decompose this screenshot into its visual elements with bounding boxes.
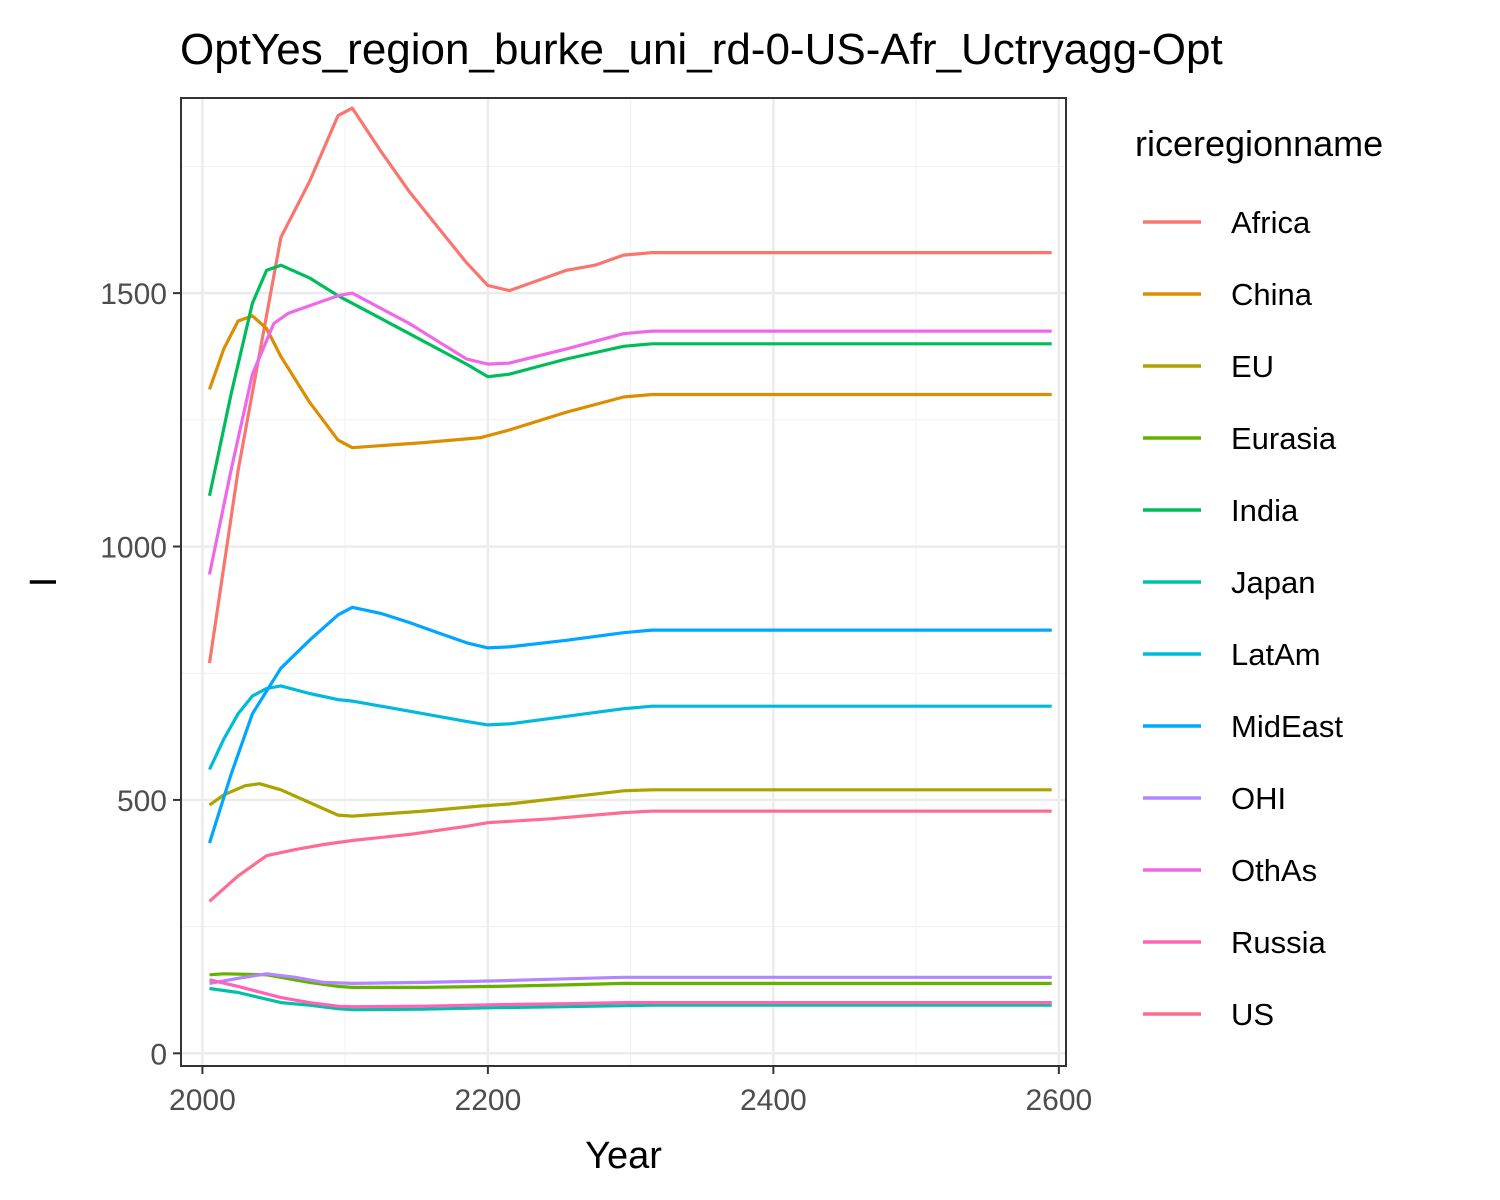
plot-border (180, 97, 1067, 1067)
y-tick-label: 1000 (100, 532, 167, 565)
y-tick-label: 0 (150, 1038, 167, 1071)
legend-label-latam: LatAm (1231, 637, 1321, 672)
legend-label-russia: Russia (1231, 925, 1327, 960)
plot-panel (181, 98, 1066, 1066)
legend-label-china: China (1231, 277, 1313, 312)
x-tick-label: 2400 (740, 1084, 807, 1117)
axes: 2000 2200 2400 2600 0 500 1000 1500 (100, 278, 1092, 1117)
chart-title: OptYes_region_burke_uni_rd-0-US-Afr_Uctr… (180, 25, 1223, 74)
legend-label-japan: Japan (1231, 565, 1315, 600)
gridlines (181, 98, 1066, 1066)
y-tick-label: 500 (117, 785, 167, 818)
legend-label-us: US (1231, 997, 1274, 1032)
x-tick-label: 2000 (169, 1084, 236, 1117)
series-line-othas (207, 291, 1052, 575)
series-line-eu (208, 782, 1052, 818)
legend-title: riceregionname (1135, 123, 1383, 164)
x-axis-title: Year (585, 1135, 662, 1177)
legend-label-india: India (1231, 493, 1299, 528)
legend-label-eu: EU (1231, 349, 1274, 384)
y-tick-label: 1500 (100, 278, 167, 311)
x-tick-label: 2200 (455, 1084, 522, 1117)
series-line-mideast (207, 605, 1052, 844)
series-line-ohi (209, 972, 1052, 986)
series-line-russia (209, 978, 1052, 1009)
y-axis-title: I (23, 577, 65, 588)
series-line-africa (207, 106, 1052, 664)
series-line-latam (208, 684, 1052, 771)
legend-label-mideast: MidEast (1231, 709, 1343, 744)
legend-label-othas: OthAs (1231, 853, 1317, 888)
legend-label-ohi: OHI (1231, 781, 1286, 816)
series-line-japan (209, 986, 1052, 1012)
legend-label-eurasia: Eurasia (1231, 421, 1337, 456)
x-tick-label: 2600 (1025, 1084, 1092, 1117)
series-line-us (208, 809, 1052, 903)
series-lines (207, 106, 1052, 1012)
series-line-india (207, 263, 1052, 497)
legend: riceregionname Africa China EU Eurasia India… (1135, 123, 1383, 1032)
series-line-china (207, 314, 1052, 450)
legend-label-africa: Africa (1231, 205, 1311, 240)
